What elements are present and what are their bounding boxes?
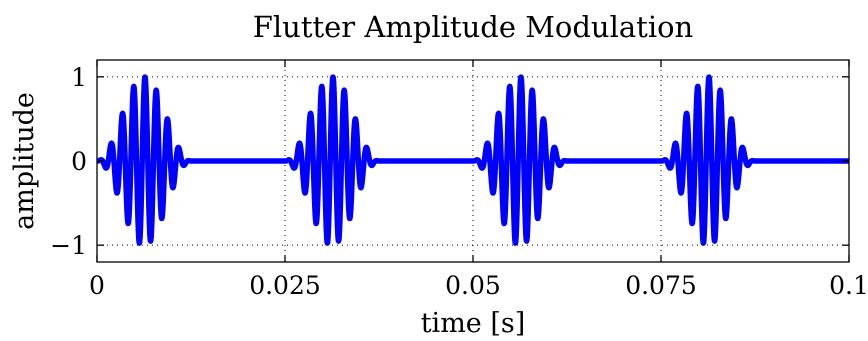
y-tick-label: 0: [71, 147, 87, 176]
axis-ticks: 0 0.025 0.05 0.075 0.1−101: [50, 60, 868, 300]
y-tick-label: −1: [50, 231, 87, 260]
x-tick-label: 0.05: [445, 271, 501, 300]
x-axis-label: time [s]: [421, 308, 526, 339]
x-tick-label: 0.1: [829, 271, 868, 300]
x-tick-label: 0.075: [625, 271, 697, 300]
y-axis-label: amplitude: [9, 92, 40, 230]
y-tick-label: 1: [71, 63, 87, 92]
signal-series-line: [97, 74, 849, 246]
chart-title: Flutter Amplitude Modulation: [253, 10, 693, 44]
x-tick-label: 0.025: [249, 271, 321, 300]
x-tick-label: 0: [89, 271, 105, 300]
